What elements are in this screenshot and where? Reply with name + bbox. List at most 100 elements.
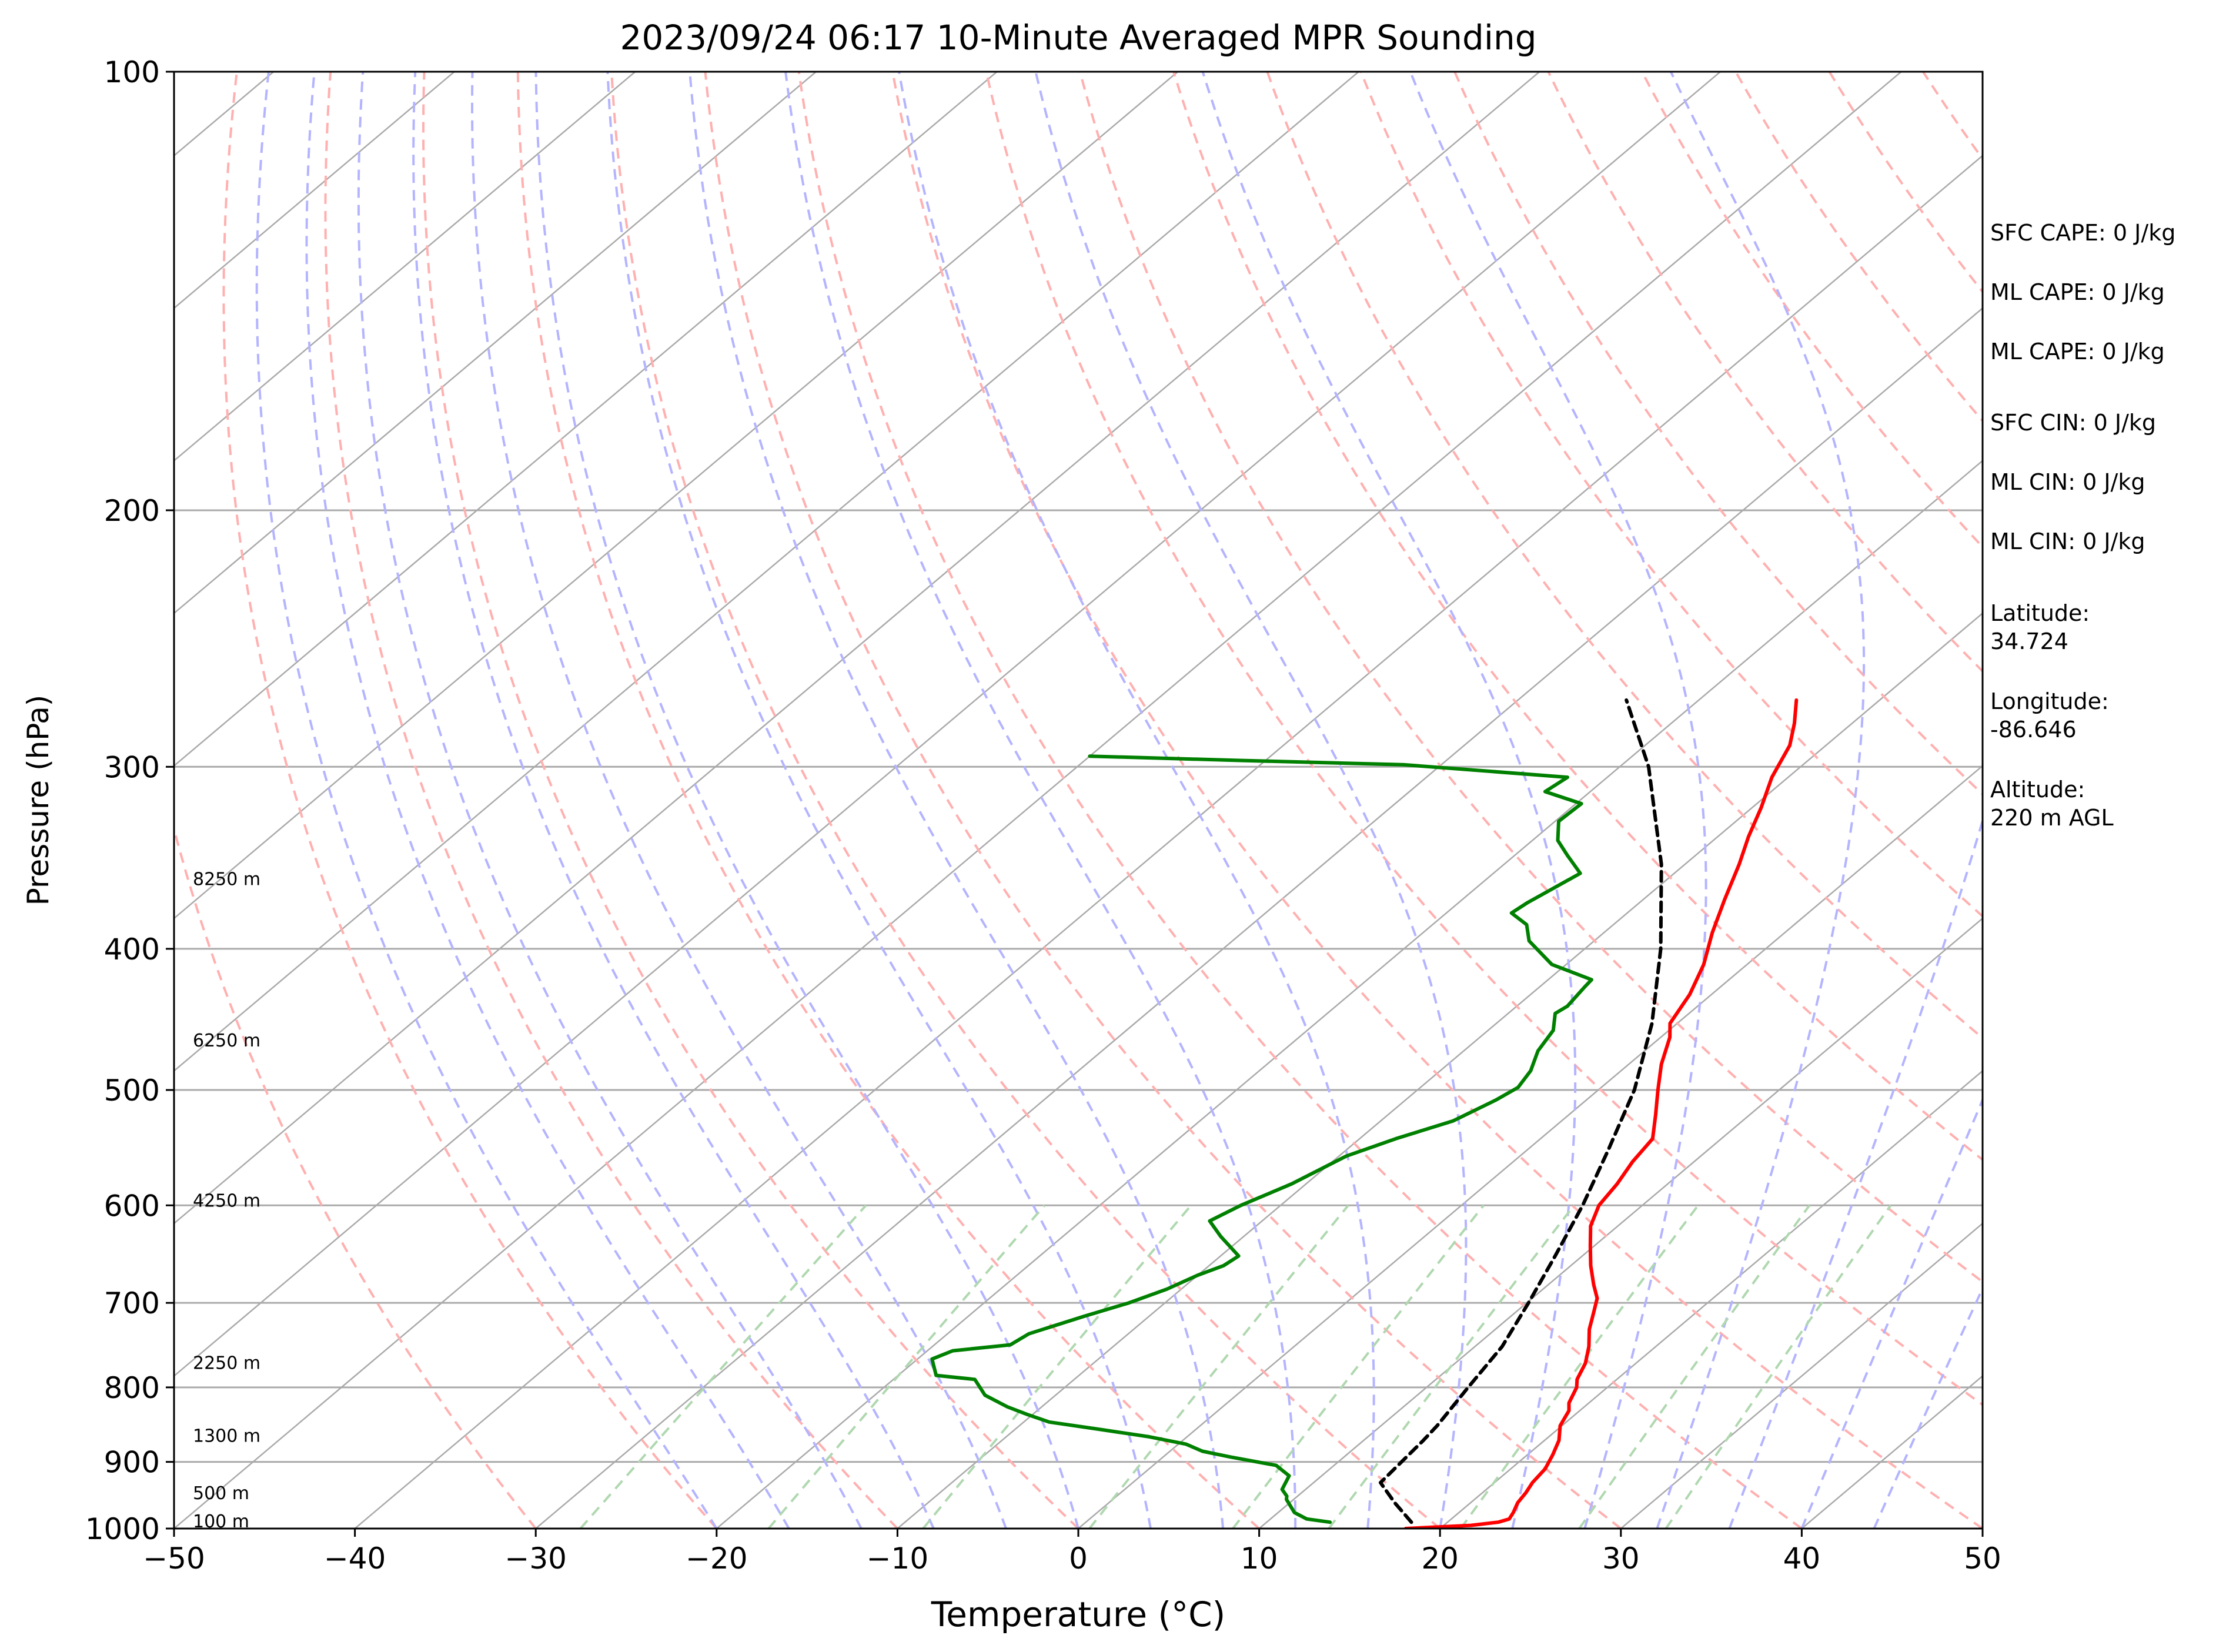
isotherm-line	[174, 72, 1359, 1072]
mixing-ratio-line	[1459, 1205, 1699, 1529]
mixing-ratio-line	[1665, 1205, 1892, 1529]
x-tick-label: −20	[686, 1541, 748, 1576]
isotherm-line	[174, 72, 1902, 1529]
x-tick-label: 40	[1783, 1541, 1821, 1576]
isotherm-line	[1620, 1222, 1983, 1529]
mixing-ratio-line	[922, 1205, 1192, 1529]
y-tick-label: 400	[104, 932, 160, 967]
isotherm-line	[174, 72, 1721, 1377]
sfc-cape-text: SFC CAPE: 0 J/kg	[1990, 220, 2176, 246]
dry-adiabat-line	[797, 72, 1803, 1529]
isotherm-line	[174, 72, 455, 309]
mixing-ratio-line	[579, 1204, 867, 1529]
moist-adiabat-line	[898, 72, 1375, 1529]
height-label: 500 m	[193, 1483, 249, 1504]
x-tick-label: 30	[1602, 1541, 1640, 1576]
dry-adiabat-line	[516, 72, 1260, 1529]
mu-cape-text: ML CAPE: 0 J/kg	[1990, 339, 2165, 364]
dry-adiabat-line	[891, 72, 1983, 1529]
altitude-label: Altitude:	[1990, 777, 2085, 802]
moist-adiabat-line	[784, 72, 1297, 1529]
x-tick-label: 10	[1241, 1541, 1278, 1576]
mixing-ratio-line	[1578, 1205, 1811, 1529]
series-layer	[930, 698, 1799, 1529]
y-tick-label: 900	[104, 1446, 160, 1480]
y-tick-label: 300	[104, 750, 160, 784]
dry-adiabat-line	[422, 72, 1079, 1529]
reference-lines	[174, 72, 1983, 1529]
dry-adiabat-line	[704, 72, 1622, 1529]
isotherm-line	[535, 307, 1983, 1529]
isotherm-line	[174, 72, 636, 462]
x-axis-label: Temperature (°C)	[931, 1594, 1226, 1634]
dry-adiabat-line	[222, 72, 718, 1529]
moist-adiabat-line	[255, 72, 718, 1529]
parcel-profile-line	[1379, 698, 1663, 1524]
isotherm-line	[174, 72, 1540, 1225]
moist-adiabat-line	[534, 72, 1079, 1529]
x-tick-label: −10	[867, 1541, 929, 1576]
y-tick-label: 700	[104, 1286, 160, 1320]
moist-adiabat-line	[412, 72, 935, 1529]
height-label: 4250 m	[193, 1190, 260, 1211]
longitude-label: Longitude:	[1990, 688, 2109, 714]
axis-ticks: −50 −40 −30 −20 −10 0 10 20 30 40 50 100 200 300 400 50…	[85, 55, 2001, 1576]
isotherm-line	[897, 612, 1983, 1529]
altitude-value: 220 m AGL	[1990, 805, 2114, 831]
moist-adiabat-line	[1034, 72, 1468, 1529]
dry-adiabat-line	[610, 72, 1441, 1529]
y-tick-label: 600	[104, 1189, 160, 1223]
dewpoint-profile-line	[930, 754, 1593, 1524]
latitude-value: 34.724	[1990, 628, 2068, 654]
moist-adiabat-line	[688, 72, 1225, 1529]
isotherm-line	[1258, 917, 1983, 1529]
y-tick-label: 500	[104, 1074, 160, 1108]
moist-adiabat-line	[357, 72, 863, 1529]
height-label: 1300 m	[193, 1426, 260, 1446]
x-tick-label: −30	[504, 1541, 567, 1576]
mu-cin-text: ML CIN: 0 J/kg	[1990, 529, 2145, 554]
dry-adiabat-line	[1547, 72, 1983, 673]
dry-adiabat-line	[1453, 72, 1983, 796]
sfc-cin-text: SFC CIN: 0 J/kg	[1990, 410, 2157, 436]
isotherm-line	[716, 460, 1983, 1529]
height-label: 8250 m	[193, 870, 260, 890]
dry-adiabat-line	[1266, 72, 1983, 1040]
dry-adiabat-line	[324, 72, 898, 1529]
chart-title: 2023/09/24 06:17 10-Minute Averaged MPR …	[620, 18, 1536, 58]
y-tick-label: 200	[104, 494, 160, 528]
height-label: 2250 m	[193, 1353, 260, 1373]
mixing-ratio-line	[1232, 1205, 1485, 1529]
isotherm-line	[354, 155, 1983, 1529]
isotherm-line	[174, 72, 998, 767]
y-axis-label: Pressure (hPa)	[21, 695, 55, 906]
dry-adiabat-line	[1078, 72, 1983, 1283]
longitude-value: -86.646	[1990, 717, 2077, 743]
isotherm-line	[174, 72, 1178, 919]
dry-adiabat-line	[1734, 72, 1983, 423]
mixing-ratio-line	[767, 1204, 1046, 1529]
ml-cin-text: ML CIN: 0 J/kg	[1990, 469, 2145, 495]
x-tick-label: 50	[1964, 1541, 2001, 1576]
mixing-ratio-line	[1328, 1205, 1575, 1529]
isotherm-line	[174, 72, 817, 614]
x-tick-label: 0	[1069, 1541, 1088, 1576]
moist-adiabat-line	[1656, 72, 1866, 1529]
ml-cape-text: ML CAPE: 0 J/kg	[1990, 279, 2165, 305]
isotherm-line	[1078, 764, 1983, 1529]
height-labels: 100 m 500 m 1300 m 2250 m 4250 m 6250 m 8250 m	[193, 870, 260, 1532]
temperature-profile-line	[1403, 698, 1799, 1529]
info-panel: SFC CAPE: 0 J/kg ML CAPE: 0 J/kg ML CAPE…	[1990, 0, 2214, 1650]
latitude-label: Latitude:	[1990, 600, 2090, 626]
moist-adiabat-line	[471, 72, 1007, 1529]
mixing-ratio-line	[1088, 1205, 1349, 1529]
moist-adiabat-line	[305, 72, 790, 1529]
x-tick-label: −50	[143, 1541, 205, 1576]
moist-adiabat-line	[1201, 72, 1577, 1529]
height-label: 6250 m	[193, 1031, 260, 1051]
y-tick-label: 1000	[85, 1512, 160, 1546]
dry-adiabat-line	[985, 72, 1983, 1406]
y-tick-label: 800	[104, 1371, 160, 1405]
